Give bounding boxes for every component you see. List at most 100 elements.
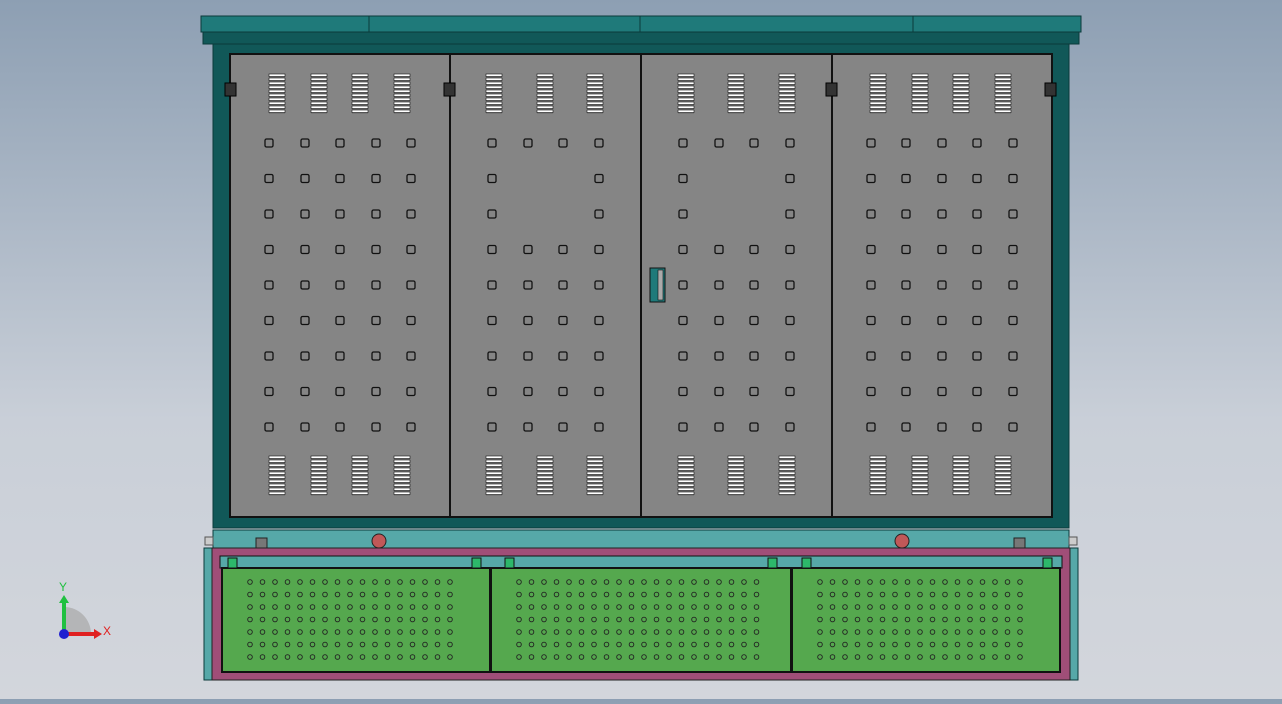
base-vent-hole xyxy=(334,616,341,623)
base-vent-hole xyxy=(1017,654,1023,660)
louver-slat xyxy=(994,73,1012,77)
base-vent-hole xyxy=(516,604,522,610)
louver-slat xyxy=(911,459,929,463)
louver-slat xyxy=(994,109,1012,113)
base-vent-hole xyxy=(979,579,986,585)
base-vent-hole xyxy=(334,629,341,635)
base-vent-hole xyxy=(553,579,560,585)
roof-fascia xyxy=(202,31,1080,45)
base-vent-hole xyxy=(678,654,685,660)
louver-slat xyxy=(586,487,604,491)
base-vent-hole xyxy=(397,629,403,635)
louver-slat xyxy=(727,93,745,97)
base-vent-hole xyxy=(541,616,547,623)
vent-hole xyxy=(300,280,310,290)
base-vent-hole xyxy=(741,616,747,623)
vent-hole xyxy=(523,244,533,255)
door-panel xyxy=(449,53,642,518)
louver-slat xyxy=(869,471,887,475)
base-vent-hole xyxy=(309,579,316,585)
base-vent-hole xyxy=(284,654,291,660)
louver-slat xyxy=(952,93,970,97)
vent-hole xyxy=(300,422,310,432)
louver-slat xyxy=(677,491,695,495)
base-vent-hole xyxy=(397,604,403,610)
vent-hole xyxy=(487,244,497,255)
base-vent-hole xyxy=(297,616,303,623)
louver-slat xyxy=(869,109,887,113)
louver-slat xyxy=(268,475,286,479)
base-vent-hole xyxy=(829,616,836,623)
base-vent-hole xyxy=(591,629,597,635)
vent-hole xyxy=(901,386,911,397)
louver-slat xyxy=(485,475,503,479)
base-vent-hole xyxy=(616,616,622,623)
louver-slat xyxy=(952,471,970,475)
vent-hole xyxy=(300,138,310,148)
louver-slat xyxy=(268,455,286,459)
louver-slat xyxy=(485,109,503,113)
louver-slat xyxy=(869,97,887,101)
vent-hole xyxy=(901,315,911,326)
vent-hole xyxy=(678,351,688,361)
louver-slat xyxy=(677,89,695,93)
louver-slat xyxy=(586,73,604,77)
louver-slat xyxy=(268,101,286,105)
louver-slat xyxy=(586,77,604,81)
louver-slat xyxy=(911,77,929,81)
base-vent-hole xyxy=(447,629,453,635)
louver-slat xyxy=(351,483,369,487)
base-vent-hole xyxy=(967,616,973,623)
louver-slat xyxy=(268,77,286,81)
louver-slat xyxy=(778,455,796,459)
louver-slat xyxy=(536,483,554,487)
vent-hole xyxy=(678,315,688,326)
louver-slat xyxy=(310,479,328,483)
louver-slat xyxy=(485,85,503,89)
louver-slat xyxy=(778,109,796,113)
louver-slat xyxy=(911,89,929,93)
louver-slat xyxy=(994,81,1012,85)
louver-slat xyxy=(778,97,796,101)
base-vent-hole xyxy=(322,604,328,610)
louver-slat xyxy=(677,487,695,491)
base-vent-hole xyxy=(879,616,886,623)
base-vent-hole xyxy=(703,591,710,598)
base-vent-hole xyxy=(817,591,823,598)
base-vent-hole xyxy=(578,604,585,610)
base-vent-hole xyxy=(272,616,278,623)
louver-slat xyxy=(351,85,369,89)
louver-slat xyxy=(677,109,695,113)
vent-hole xyxy=(594,280,604,290)
louver-slat xyxy=(911,483,929,487)
base-vent-hole xyxy=(541,591,547,598)
base-vent-hole xyxy=(566,591,572,598)
vent-hole xyxy=(558,138,568,148)
louver-slat xyxy=(536,85,554,89)
base-vent-hole xyxy=(842,616,848,623)
vent-hole xyxy=(371,280,381,290)
vent-hole xyxy=(749,386,759,397)
base-vent-hole xyxy=(641,616,647,623)
louver-slat xyxy=(727,105,745,109)
base-vent-hole xyxy=(854,629,861,635)
base-vent-hole xyxy=(741,591,747,598)
base-vent-hole xyxy=(917,629,923,635)
base-vent-hole xyxy=(397,654,403,660)
louver-slat xyxy=(393,455,411,459)
louver-slat xyxy=(586,475,604,479)
door-panel xyxy=(831,53,1053,518)
louver-slat xyxy=(485,471,503,475)
base-vent-hole xyxy=(728,591,735,598)
louver-slat xyxy=(310,109,328,113)
louver-slat xyxy=(778,475,796,479)
base-vent-hole xyxy=(309,604,316,610)
base-vent-hole xyxy=(678,629,685,635)
base-vent-hole xyxy=(272,604,278,610)
louver-slat xyxy=(586,89,604,93)
louver-slat xyxy=(536,459,554,463)
base-vent-hole xyxy=(703,579,710,585)
vent-hole xyxy=(594,173,604,184)
